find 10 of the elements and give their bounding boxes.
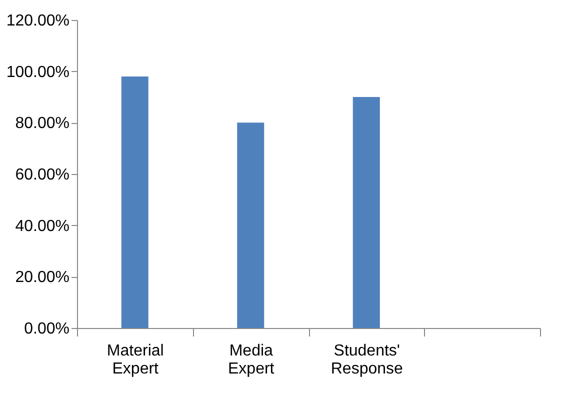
y-tick-label: 60.00% xyxy=(15,166,70,184)
y-tick-label: 100.00% xyxy=(6,64,70,81)
x-tick-label: Material Expert xyxy=(106,342,164,378)
y-tick-label: 80.00% xyxy=(15,115,70,132)
y-tick-label: 0.00% xyxy=(24,320,70,338)
y-tick-label: 20.00% xyxy=(15,269,70,286)
y-tick-label: 120.00% xyxy=(6,12,70,30)
y-tick-label: 40.00% xyxy=(15,218,70,235)
x-tick-label: Media Expert xyxy=(228,342,275,378)
x-tick-label: Students' Response xyxy=(330,342,403,378)
